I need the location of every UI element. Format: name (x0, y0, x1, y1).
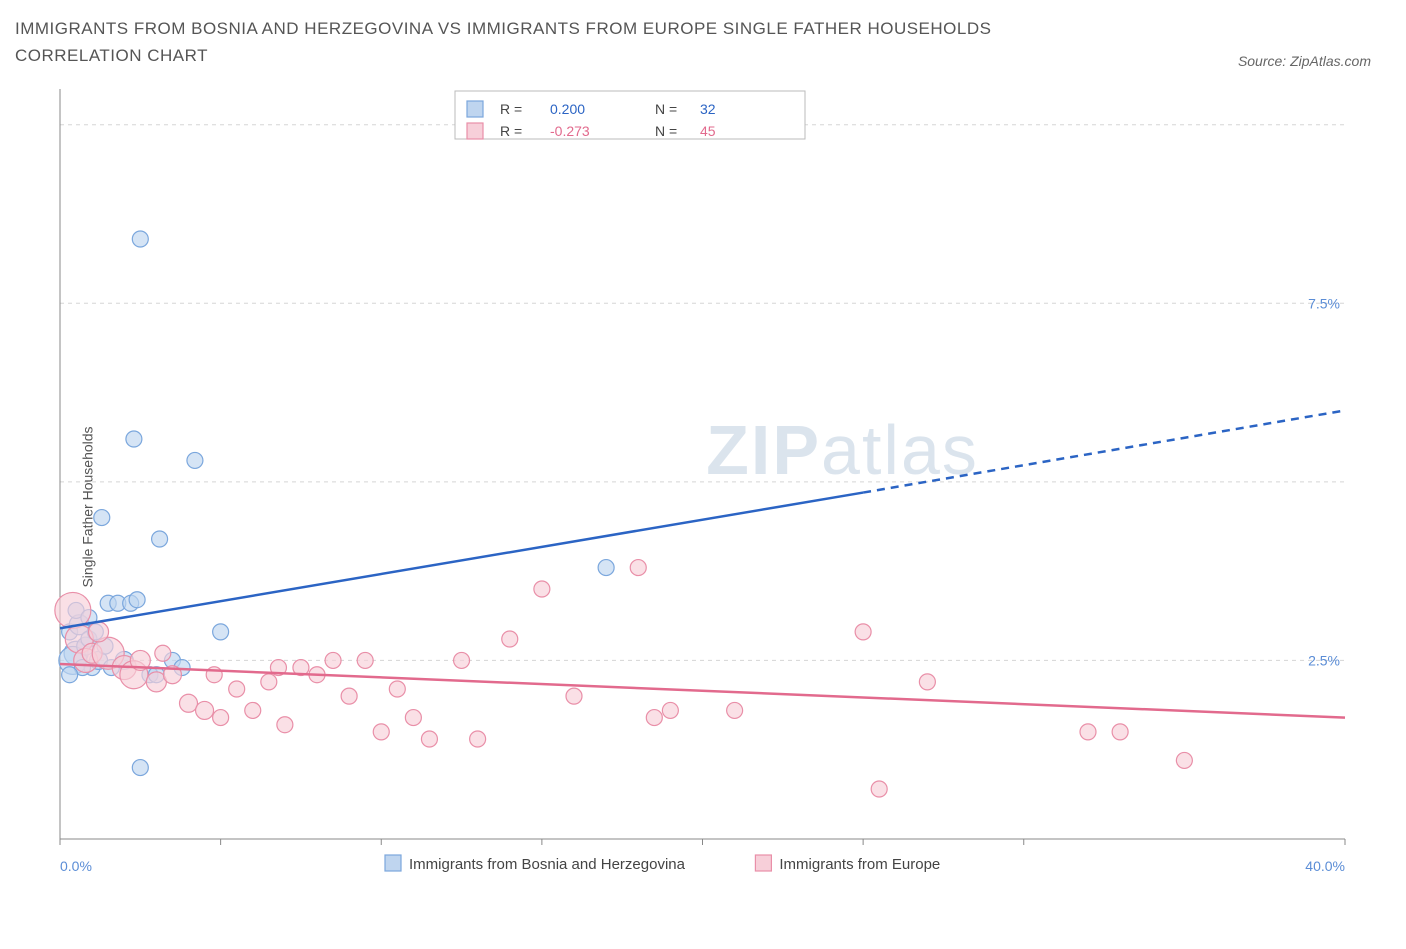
svg-text:0.0%: 0.0% (60, 858, 92, 874)
svg-text:7.5%: 7.5% (1308, 296, 1340, 312)
svg-text:R =: R = (500, 123, 522, 139)
svg-text:32: 32 (700, 101, 716, 117)
svg-text:2.5%: 2.5% (1308, 653, 1340, 669)
svg-text:ZIPatlas: ZIPatlas (706, 411, 979, 489)
chart-container: Single Father Households 2.5% 7.5% 0.0% 40.… (15, 79, 1391, 934)
svg-text:N =: N = (655, 123, 677, 139)
svg-text:Immigrants from Bosnia and Her: Immigrants from Bosnia and Herzegovina (409, 856, 686, 873)
svg-text:0.200: 0.200 (550, 101, 585, 117)
chart-header: IMMIGRANTS FROM BOSNIA AND HERZEGOVINA V… (15, 15, 1391, 69)
svg-text:40.0%: 40.0% (1305, 858, 1345, 874)
scatter-chart: 2.5% 7.5% 0.0% 40.0% ZIPatlas R = 0.200 N = 32 R … (15, 79, 1355, 934)
svg-text:R =: R = (500, 101, 522, 117)
svg-text:-0.273: -0.273 (550, 123, 590, 139)
svg-text:45: 45 (700, 123, 716, 139)
svg-text:N =: N = (655, 101, 677, 117)
chart-title: IMMIGRANTS FROM BOSNIA AND HERZEGOVINA V… (15, 15, 1115, 69)
chart-source: Source: ZipAtlas.com (1238, 53, 1391, 69)
y-axis-label: Single Father Households (80, 426, 96, 587)
svg-text:Immigrants from Europe: Immigrants from Europe (779, 856, 940, 873)
